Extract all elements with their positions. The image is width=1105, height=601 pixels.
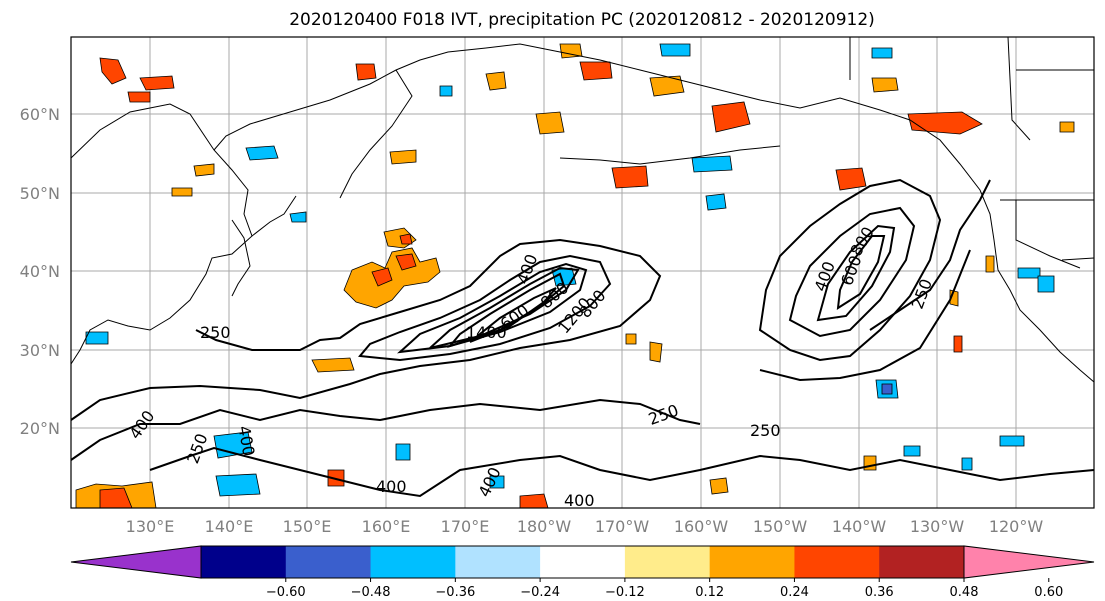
contour-label: 250 bbox=[200, 323, 231, 342]
lat-label: 50°N bbox=[20, 184, 60, 203]
colorbar-segment bbox=[624, 546, 711, 578]
figure-title: 2020120400 F018 IVT, precipitation PC (2… bbox=[289, 10, 875, 30]
lon-label: 150°E bbox=[283, 517, 332, 536]
contour-label: 1400 bbox=[466, 323, 507, 342]
lon-label: 120°W bbox=[989, 517, 1044, 536]
colorbar-segment bbox=[455, 546, 541, 578]
ivt-contours bbox=[70, 178, 1095, 498]
lon-label: 130°W bbox=[910, 517, 965, 536]
colorbar-tick-label: −0.24 bbox=[520, 585, 560, 600]
colorbar-segment bbox=[709, 546, 795, 578]
lon-label: 170°E bbox=[441, 517, 490, 536]
lon-label: 140°W bbox=[832, 517, 887, 536]
colorbar-tick-label: 0.24 bbox=[780, 585, 809, 600]
lat-label: 30°N bbox=[20, 341, 60, 360]
lon-label: 160°W bbox=[674, 517, 729, 536]
colorbar-segment bbox=[201, 546, 287, 578]
lon-label: 160°E bbox=[362, 517, 411, 536]
colorbar-border bbox=[200, 545, 965, 579]
latitude-axis: 60°N 50°N 40°N 30°N 20°N bbox=[20, 105, 60, 438]
lat-label: 60°N bbox=[20, 105, 60, 124]
map-frame bbox=[70, 36, 1095, 509]
lon-label: 150°W bbox=[753, 517, 808, 536]
colorbar-tick-label: −0.48 bbox=[351, 585, 391, 600]
lon-label: 140°E bbox=[205, 517, 254, 536]
colorbar-tick-label: 0.36 bbox=[865, 585, 894, 600]
colorbar-tick-label: 0.48 bbox=[950, 585, 979, 600]
lat-label: 20°N bbox=[20, 419, 60, 438]
coastlines bbox=[70, 36, 1095, 383]
lon-label: 180°W bbox=[517, 517, 572, 536]
colorbar-tick-label: 0.60 bbox=[1034, 585, 1063, 600]
graticule bbox=[71, 37, 1094, 508]
colorbar-tick-label: −0.36 bbox=[435, 585, 475, 600]
colorbar-segment bbox=[370, 546, 456, 578]
precipitation-shading bbox=[75, 43, 1075, 509]
colorbar-segment bbox=[794, 546, 880, 578]
lon-label: 170°W bbox=[595, 517, 650, 536]
colorbar: −0.60 −0.48 −0.36 −0.24 −0.12 0.12 0.24 0.36 0.4… bbox=[70, 545, 1095, 600]
colorbar-tick-label: −0.12 bbox=[605, 585, 645, 600]
contour-label: 250 bbox=[750, 421, 781, 440]
longitude-axis: 130°E 140°E 150°E 160°E 170°E 180°W 170°… bbox=[126, 517, 1044, 536]
lon-label: 130°E bbox=[126, 517, 175, 536]
colorbar-segment bbox=[879, 546, 965, 578]
colorbar-tick-label: −0.60 bbox=[266, 585, 306, 600]
contour-label: 400 bbox=[564, 491, 595, 510]
colorbar-segment bbox=[285, 546, 372, 578]
contour-label: 400 bbox=[376, 477, 407, 496]
colorbar-segment bbox=[540, 546, 626, 578]
colorbar-extend-min bbox=[70, 545, 202, 579]
colorbar-extend-max bbox=[963, 545, 1095, 579]
lat-label: 40°N bbox=[20, 262, 60, 281]
colorbar-tick-label: 0.12 bbox=[695, 585, 724, 600]
